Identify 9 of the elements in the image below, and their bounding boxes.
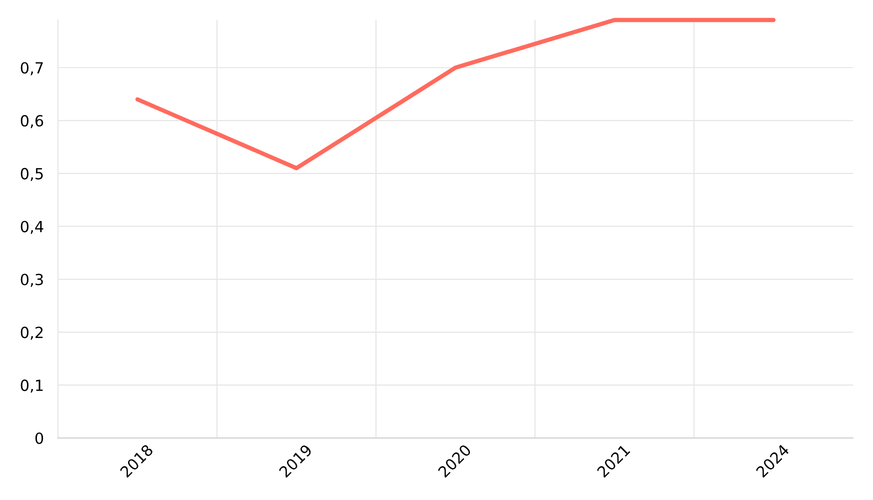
y-tick-label: 0,6 xyxy=(20,114,44,128)
y-tick-label: 0,5 xyxy=(20,168,43,182)
y-tick-label: 0,1 xyxy=(20,380,43,393)
line-series xyxy=(135,18,776,170)
y-tick-label: 0,7 xyxy=(20,62,43,76)
y-tick-label: 0,3 xyxy=(20,274,43,287)
y-tick-label: 0,2 xyxy=(20,326,43,340)
y-tick-label: 0,4 xyxy=(20,220,44,234)
y-tick-label: 0 xyxy=(35,432,44,444)
